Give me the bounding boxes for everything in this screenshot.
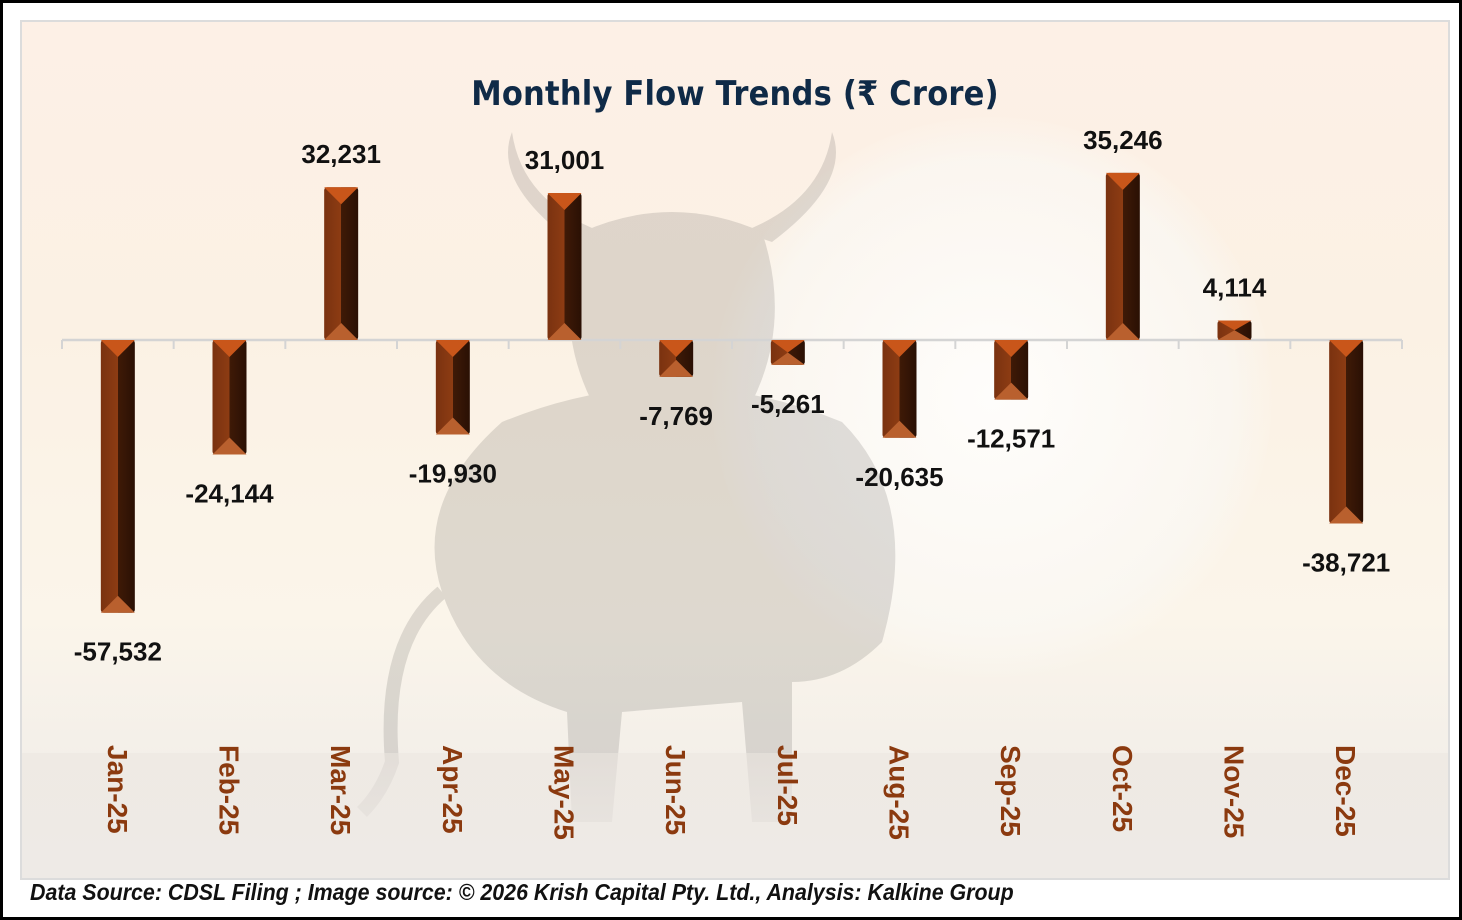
category-label: Sep-25 xyxy=(995,745,1026,837)
chart-panel: Monthly Flow Trends (₹ Crore) xyxy=(20,20,1450,880)
bar-body xyxy=(324,187,359,340)
category-label: Jun-25 xyxy=(660,745,691,835)
bar-bevel-bottom xyxy=(435,417,470,435)
bar-body xyxy=(882,340,917,438)
bar-bevel-top xyxy=(212,340,247,357)
bar-bevel-top xyxy=(882,340,917,357)
bar xyxy=(1217,320,1252,340)
bar-bevel-bottom xyxy=(994,382,1029,400)
bar-bevel-bottom xyxy=(547,323,582,340)
bar-body xyxy=(212,340,247,455)
bar-body xyxy=(547,193,582,340)
bar-body xyxy=(659,340,694,377)
data-label: -19,930 xyxy=(409,458,497,488)
category-label: Apr-25 xyxy=(437,745,468,834)
bar-bevel-bottom xyxy=(770,352,805,365)
bar xyxy=(770,340,805,365)
bar-bevel-top xyxy=(547,193,582,211)
bar-bevel-bottom xyxy=(1105,323,1140,340)
bar-bevel-top xyxy=(1329,340,1364,357)
bar xyxy=(659,340,694,377)
bar-bevel-bottom xyxy=(1217,330,1252,340)
category-label: Jul-25 xyxy=(772,745,803,826)
data-label: 4,114 xyxy=(1203,272,1267,302)
category-label: Feb-25 xyxy=(214,745,245,835)
background-ground xyxy=(22,753,1448,878)
bar-body xyxy=(994,340,1029,400)
category-label: Nov-25 xyxy=(1219,745,1250,838)
bar xyxy=(1105,172,1140,340)
bar-bevel-top xyxy=(770,340,805,353)
bar xyxy=(994,340,1029,400)
bar-bevel-top xyxy=(435,340,470,357)
data-label: -24,144 xyxy=(185,478,274,508)
bar-bevel-bottom xyxy=(659,359,694,377)
bar-body xyxy=(1105,172,1140,340)
data-label: -38,721 xyxy=(1302,548,1390,578)
bar-bevel-bottom xyxy=(1329,506,1364,524)
data-label: -20,635 xyxy=(855,462,943,492)
bar xyxy=(547,193,582,340)
bar-bevel-top xyxy=(994,340,1029,357)
bar xyxy=(435,340,470,435)
data-label: 35,246 xyxy=(1083,125,1163,155)
bar-body xyxy=(1329,340,1364,524)
bar-bevel-top xyxy=(659,340,694,357)
bar-bevel-bottom xyxy=(100,595,135,613)
bar xyxy=(100,340,135,613)
bar-body xyxy=(100,340,135,613)
category-label: Jan-25 xyxy=(102,745,133,834)
bar xyxy=(882,340,917,438)
data-label: 31,001 xyxy=(525,145,605,175)
data-label: -57,532 xyxy=(74,637,162,667)
bar-body xyxy=(435,340,470,435)
background-sun xyxy=(712,117,1272,677)
bar-bevel-bottom xyxy=(212,437,247,455)
bar-bevel-bottom xyxy=(324,323,359,340)
bar-bevel-top xyxy=(100,340,135,357)
bar-chart: -57,532 -24,144 32,231 -19,930 31,001 -7,769 -… xyxy=(61,125,1403,840)
data-label: -12,571 xyxy=(967,424,1055,454)
bar-bevel-bottom xyxy=(882,420,917,438)
category-label: May-25 xyxy=(549,745,580,840)
bar xyxy=(1329,340,1364,524)
data-label: 32,231 xyxy=(301,139,381,169)
bar-bevel-top xyxy=(1105,172,1140,190)
bar-bevel-top xyxy=(324,187,359,205)
category-label: Oct-25 xyxy=(1107,745,1138,832)
bar-bevel-top xyxy=(1217,320,1252,331)
category-label: Aug-25 xyxy=(884,745,915,840)
bar xyxy=(212,340,247,455)
category-label: Dec-25 xyxy=(1330,745,1361,837)
footer-source-note: Data Source: CDSL Filing ; Image source:… xyxy=(30,879,1014,905)
category-label: Mar-25 xyxy=(325,745,356,835)
chart-title: Monthly Flow Trends (₹ Crore) xyxy=(471,74,999,114)
data-label: -5,261 xyxy=(751,389,825,419)
data-label: -7,769 xyxy=(639,401,713,431)
bar xyxy=(324,187,359,340)
